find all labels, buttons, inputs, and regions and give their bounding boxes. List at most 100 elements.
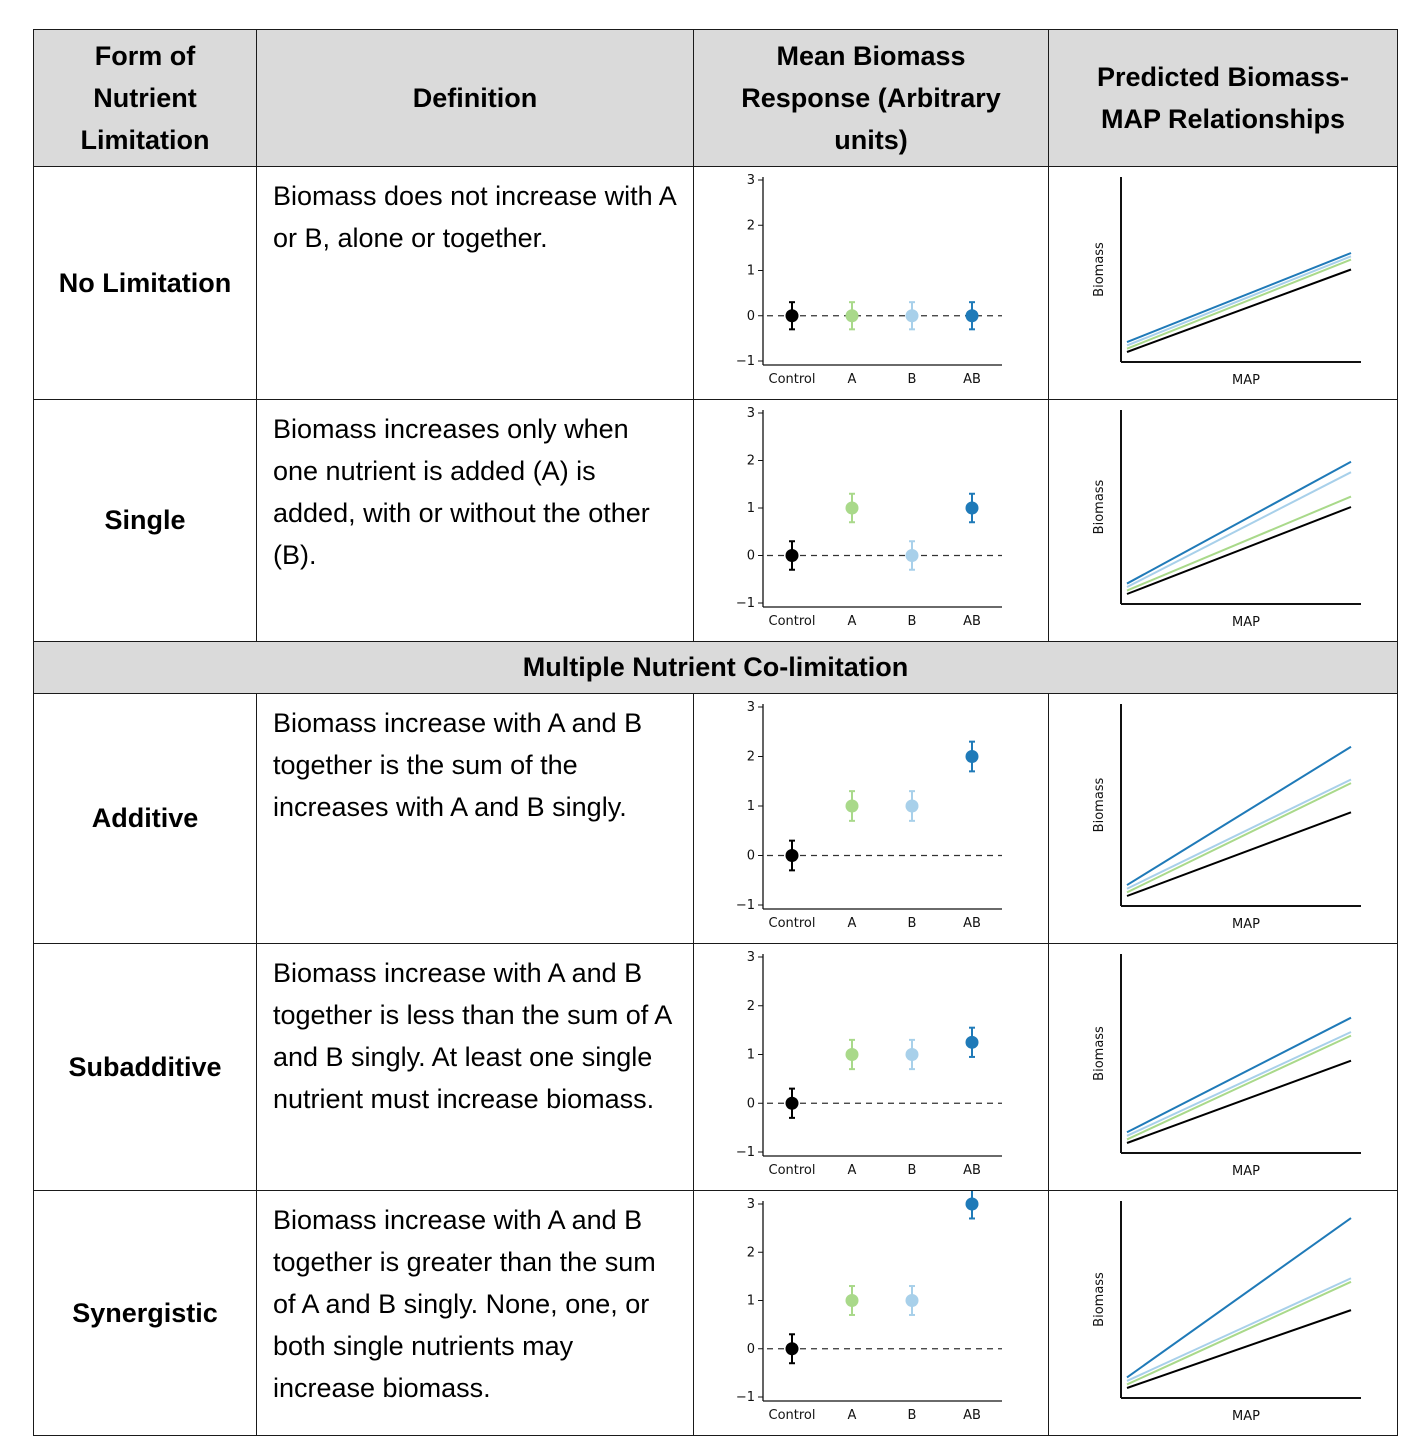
- header-mean-biomass: Mean Biomass Response (Arbitrary units): [693, 29, 1049, 167]
- x-tick-label: A: [848, 1408, 857, 1423]
- series-line: [1126, 255, 1352, 347]
- x-axis-label: MAP: [1232, 1164, 1260, 1179]
- y-tick-label: 0: [747, 1096, 755, 1111]
- header-row: Form of Nutrient Limitation Definition M…: [33, 29, 1398, 167]
- x-tick-label: AB: [963, 916, 981, 931]
- x-tick-label: Control: [769, 372, 816, 387]
- x-tick-label: B: [908, 614, 917, 629]
- table-row: Single Biomass increases only when one n…: [33, 399, 1398, 642]
- definition-text: Biomass increases only when one nutrient…: [256, 399, 694, 642]
- series-line: [1126, 258, 1352, 350]
- series-line: [1126, 1309, 1352, 1389]
- x-tick-label: AB: [963, 372, 981, 387]
- header-form: Form of Nutrient Limitation: [33, 29, 257, 167]
- header-predicted: Predicted Biomass-MAP Relationships: [1048, 29, 1398, 167]
- form-label: Subadditive: [33, 943, 257, 1191]
- x-axis-label: MAP: [1232, 615, 1260, 630]
- form-label: Single: [33, 399, 257, 642]
- definition-text: Biomass does not increase with A or B, a…: [256, 166, 694, 400]
- series-line: [1126, 495, 1352, 592]
- y-tick-label: 1: [747, 264, 755, 279]
- data-point: [965, 1035, 979, 1049]
- y-tick-label: 0: [747, 549, 755, 564]
- form-label: Additive: [33, 693, 257, 944]
- series-line: [1126, 1280, 1352, 1386]
- data-point: [785, 1342, 799, 1356]
- table-row: Synergistic Biomass increase with A and …: [33, 1190, 1398, 1436]
- y-tick-label: 2: [747, 750, 755, 765]
- data-point: [965, 501, 979, 515]
- y-axis-label: Biomass: [1092, 242, 1107, 297]
- y-tick-label: 2: [747, 1245, 755, 1260]
- data-point: [845, 501, 859, 515]
- biomass-map-chart: Biomass MAP: [1092, 1201, 1361, 1424]
- data-point: [845, 1048, 859, 1061]
- y-tick-label: 1: [747, 501, 755, 516]
- series-line: [1126, 745, 1352, 886]
- y-tick-label: 2: [747, 999, 755, 1014]
- y-tick-label: −1: [736, 1390, 755, 1405]
- data-point: [845, 799, 859, 813]
- x-tick-label: Control: [769, 1408, 816, 1423]
- data-point: [905, 1294, 919, 1307]
- definition-text: Biomass increase with A and B together i…: [256, 1190, 694, 1436]
- y-tick-label: −1: [736, 596, 755, 611]
- map-plot-cell: Biomass MAP: [1048, 166, 1398, 400]
- form-label: Synergistic: [33, 1190, 257, 1436]
- x-axis-label: MAP: [1232, 1409, 1260, 1424]
- series-line: [1126, 1034, 1352, 1141]
- x-tick-label: A: [848, 1163, 857, 1178]
- biomass-map-chart: Biomass MAP: [1092, 177, 1361, 388]
- map-plot-cell: Biomass MAP: [1048, 943, 1398, 1191]
- data-point: [905, 309, 919, 323]
- data-point: [905, 1048, 919, 1061]
- y-tick-label: 3: [747, 406, 755, 421]
- mean-plot-cell: 3 2 1 0 −1 Control A B AB: [693, 693, 1049, 944]
- series-line: [1126, 460, 1352, 585]
- table-row: No Limitation Biomass does not increase …: [33, 166, 1398, 400]
- mean-plot-cell: 3 2 1 0 −1 Control A B AB: [693, 166, 1049, 400]
- y-tick-label: 0: [747, 1342, 755, 1357]
- y-tick-label: 0: [747, 849, 755, 864]
- x-tick-label: A: [848, 614, 857, 629]
- x-tick-label: B: [908, 1408, 917, 1423]
- series-line: [1126, 1059, 1352, 1144]
- y-tick-label: 0: [747, 309, 755, 324]
- x-tick-label: Control: [769, 916, 816, 931]
- y-tick-label: −1: [736, 898, 755, 913]
- data-point: [965, 750, 979, 763]
- data-point: [905, 549, 919, 562]
- x-tick-label: Control: [769, 614, 816, 629]
- data-point: [785, 549, 799, 562]
- data-point: [965, 309, 979, 323]
- definition-text: Biomass increase with A and B together i…: [256, 943, 694, 1191]
- series-line: [1126, 1277, 1352, 1382]
- series-line: [1126, 811, 1352, 897]
- mean-plot-cell: 3 2 1 0 −1 Control A B AB: [693, 1190, 1049, 1436]
- mean-plot-cell: 3 2 1 0 −1 Control A B AB: [693, 399, 1049, 642]
- y-tick-label: −1: [736, 354, 755, 369]
- series-line: [1126, 471, 1352, 588]
- x-tick-label: A: [848, 372, 857, 387]
- data-point: [785, 849, 799, 862]
- series-line: [1126, 1031, 1352, 1137]
- biomass-map-chart: Biomass MAP: [1092, 954, 1361, 1179]
- x-tick-label: Control: [769, 1163, 816, 1178]
- x-tick-label: AB: [963, 614, 981, 629]
- section-label: Multiple Nutrient Co-limitation: [33, 641, 1398, 694]
- data-point: [785, 1096, 799, 1110]
- y-tick-label: 3: [747, 1197, 755, 1212]
- series-line: [1126, 782, 1352, 894]
- biomass-map-chart: Biomass MAP: [1092, 704, 1361, 932]
- biomass-map-chart: Biomass MAP: [1092, 410, 1361, 630]
- data-point: [785, 309, 799, 323]
- map-plot-cell: Biomass MAP: [1048, 1190, 1398, 1436]
- table-row: Additive Biomass increase with A and B t…: [33, 693, 1398, 944]
- map-plot-cell: Biomass MAP: [1048, 693, 1398, 944]
- x-tick-label: AB: [963, 1408, 981, 1423]
- y-tick-label: 1: [747, 1294, 755, 1309]
